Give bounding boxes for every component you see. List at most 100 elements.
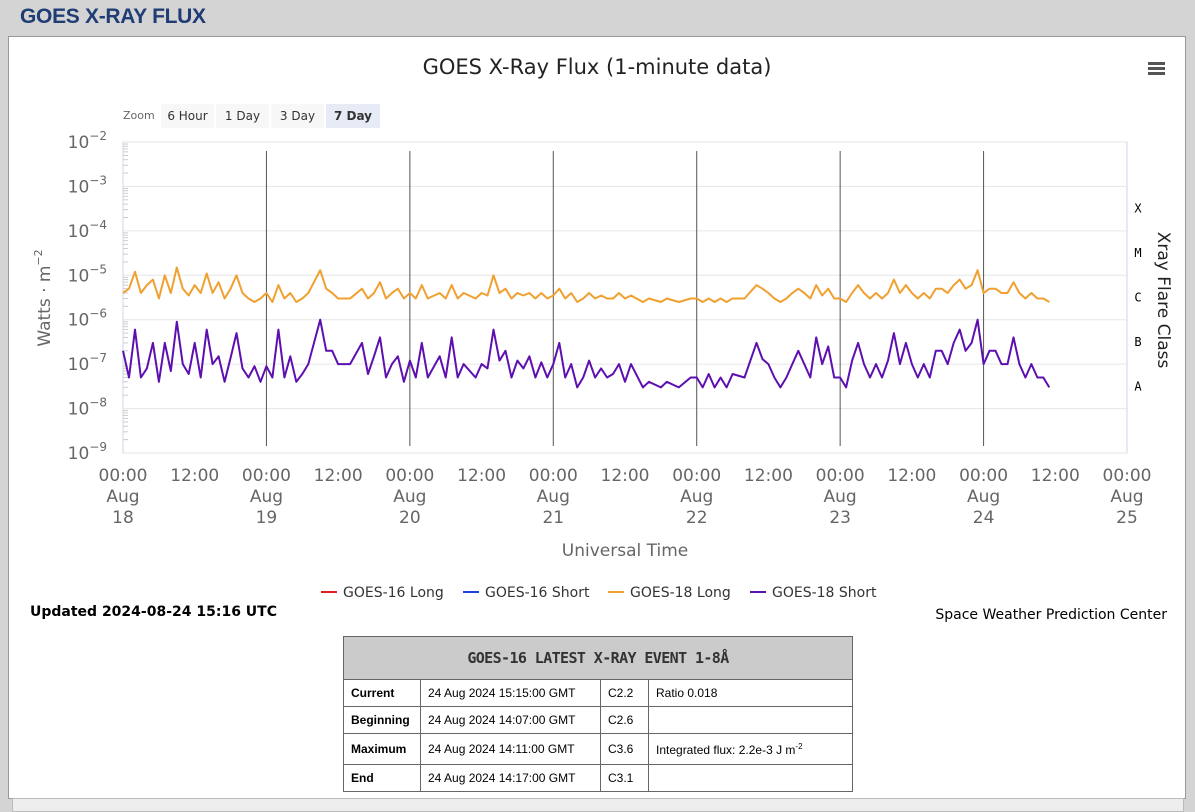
zoom-1-day-button[interactable]: 1 Day bbox=[216, 104, 269, 128]
x-tick-month: Aug bbox=[106, 487, 139, 507]
x-tick-month: Aug bbox=[967, 487, 1000, 507]
legend-item-goes16-short[interactable]: GOES-16 Short bbox=[463, 585, 590, 601]
chart-title: GOES X-Ray Flux (1-minute data) bbox=[423, 55, 772, 79]
footer-strip bbox=[12, 798, 1184, 812]
xray-flux-chart: GOES X-Ray Flux (1-minute data)10−210−31… bbox=[32, 55, 1173, 561]
zoom-label: Zoom bbox=[123, 109, 155, 122]
row-class: C2.6 bbox=[600, 706, 649, 734]
x-tick-label: 00:00 bbox=[816, 466, 865, 486]
zoom-6-hour-button[interactable]: 6 Hour bbox=[161, 104, 214, 128]
flare-class-a-label: A bbox=[1134, 379, 1142, 393]
y-tick-label: 10−8 bbox=[68, 396, 107, 420]
x-tick-month: Aug bbox=[1110, 487, 1143, 507]
integrated-flux-exponent: -2 bbox=[795, 741, 803, 751]
zoom-7-day-button[interactable]: 7 Day bbox=[326, 104, 380, 128]
x-tick-month: Aug bbox=[824, 487, 857, 507]
x-tick-month: Aug bbox=[680, 487, 713, 507]
y-tick-base: 10 bbox=[68, 311, 90, 331]
y-tick-base: 10 bbox=[68, 355, 90, 375]
x-tick-label: 00:00 bbox=[529, 466, 578, 486]
y-tick-exponent: −8 bbox=[89, 396, 107, 410]
x-tick-label: 00:00 bbox=[99, 466, 148, 486]
x-axis-title: Universal Time bbox=[562, 541, 688, 561]
legend-label: GOES-18 Long bbox=[630, 585, 731, 601]
y-tick-base: 10 bbox=[68, 444, 90, 464]
x-tick-day: 20 bbox=[399, 508, 421, 528]
y-tick-exponent: −9 bbox=[89, 440, 107, 454]
x-tick-label: 12:00 bbox=[457, 466, 506, 486]
legend-item-goes18-long[interactable]: GOES-18 Long bbox=[608, 585, 731, 601]
y-tick-exponent: −2 bbox=[89, 129, 107, 143]
y-tick-exponent: −5 bbox=[89, 262, 107, 276]
y-tick-label: 10−5 bbox=[68, 262, 107, 286]
legend-swatch bbox=[750, 591, 766, 593]
y-tick-label: 10−6 bbox=[68, 307, 107, 331]
table-row: End 24 Aug 2024 14:17:00 GMT C3.1 bbox=[343, 764, 853, 792]
y-tick-exponent: −7 bbox=[89, 351, 107, 365]
x-tick-label: 12:00 bbox=[601, 466, 650, 486]
legend-swatch bbox=[321, 591, 337, 593]
row-label: End bbox=[343, 764, 421, 792]
legend-item-goes16-long[interactable]: GOES-16 Long bbox=[321, 585, 444, 601]
row-extra: Integrated flux: 2.2e-3 J m-2 bbox=[648, 733, 853, 765]
y-axis-title: Watts · m−2 bbox=[32, 249, 55, 346]
x-tick-day: 21 bbox=[542, 508, 564, 528]
row-label: Current bbox=[343, 679, 421, 707]
xray-event-table: GOES-16 LATEST X-RAY EVENT 1-8Å Current … bbox=[343, 636, 853, 792]
x-tick-day: 18 bbox=[112, 508, 134, 528]
row-class: C2.2 bbox=[600, 679, 649, 707]
updated-timestamp: Updated 2024-08-24 15:16 UTC bbox=[30, 604, 277, 620]
row-extra: Ratio 0.018 bbox=[648, 679, 853, 707]
x-tick-day: 25 bbox=[1116, 508, 1138, 528]
x-tick-month: Aug bbox=[537, 487, 570, 507]
row-extra bbox=[648, 706, 853, 734]
row-class: C3.1 bbox=[600, 764, 649, 792]
legend-label: GOES-18 Short bbox=[772, 585, 877, 601]
row-class: C3.6 bbox=[600, 733, 649, 765]
y-tick-label: 10−2 bbox=[68, 129, 107, 153]
page-header: GOES X-RAY FLUX bbox=[0, 0, 1195, 36]
row-label: Maximum bbox=[343, 733, 421, 765]
y-tick-exponent: −4 bbox=[89, 218, 107, 232]
y-axis-title-exponent: −2 bbox=[32, 249, 45, 265]
legend-label: GOES-16 Long bbox=[343, 585, 444, 601]
flare-class-b-label: B bbox=[1134, 335, 1141, 349]
x-tick-day: 24 bbox=[973, 508, 995, 528]
zoom-3-day-button[interactable]: 3 Day bbox=[271, 104, 324, 128]
y-tick-label: 10−4 bbox=[68, 218, 107, 242]
row-time: 24 Aug 2024 14:17:00 GMT bbox=[420, 764, 601, 792]
x-tick-label: 00:00 bbox=[385, 466, 434, 486]
credit-text: Space Weather Prediction Center bbox=[935, 607, 1167, 623]
row-time: 24 Aug 2024 14:07:00 GMT bbox=[420, 706, 601, 734]
row-extra bbox=[648, 764, 853, 792]
y2-axis-title: Xray Flare Class bbox=[1153, 232, 1173, 369]
integrated-flux-text: Integrated flux: 2.2e-3 J m bbox=[656, 742, 796, 757]
flare-class-c-label: C bbox=[1134, 291, 1141, 305]
x-tick-day: 23 bbox=[829, 508, 851, 528]
y-tick-exponent: −6 bbox=[89, 307, 107, 321]
page-title: GOES X-RAY FLUX bbox=[20, 5, 206, 28]
table-row: Maximum 24 Aug 2024 14:11:00 GMT C3.6 In… bbox=[343, 733, 853, 765]
x-tick-label: 12:00 bbox=[1031, 466, 1080, 486]
y-tick-base: 10 bbox=[68, 266, 90, 286]
table-row: Current 24 Aug 2024 15:15:00 GMT C2.2 Ra… bbox=[343, 679, 853, 707]
y-tick-base: 10 bbox=[68, 177, 90, 197]
x-tick-month: Aug bbox=[393, 487, 426, 507]
legend-item-goes18-short[interactable]: GOES-18 Short bbox=[750, 585, 877, 601]
legend-swatch bbox=[608, 591, 624, 593]
series-line-goes-18-long bbox=[122, 266, 1050, 303]
legend-swatch bbox=[463, 591, 479, 593]
x-tick-day: 22 bbox=[686, 508, 708, 528]
event-table-title: GOES-16 LATEST X-RAY EVENT 1-8Å bbox=[343, 636, 853, 680]
y-tick-exponent: −3 bbox=[89, 173, 107, 187]
chart-menu-icon[interactable] bbox=[1138, 56, 1172, 82]
y-tick-label: 10−3 bbox=[68, 173, 107, 197]
table-row: Beginning 24 Aug 2024 14:07:00 GMT C2.6 bbox=[343, 706, 853, 734]
x-tick-label: 12:00 bbox=[314, 466, 363, 486]
x-tick-day: 19 bbox=[256, 508, 278, 528]
flare-class-x-label: X bbox=[1134, 202, 1142, 216]
row-time: 24 Aug 2024 15:15:00 GMT bbox=[420, 679, 601, 707]
legend-label: GOES-16 Short bbox=[485, 585, 590, 601]
x-tick-label: 00:00 bbox=[959, 466, 1008, 486]
y-tick-base: 10 bbox=[68, 222, 90, 242]
